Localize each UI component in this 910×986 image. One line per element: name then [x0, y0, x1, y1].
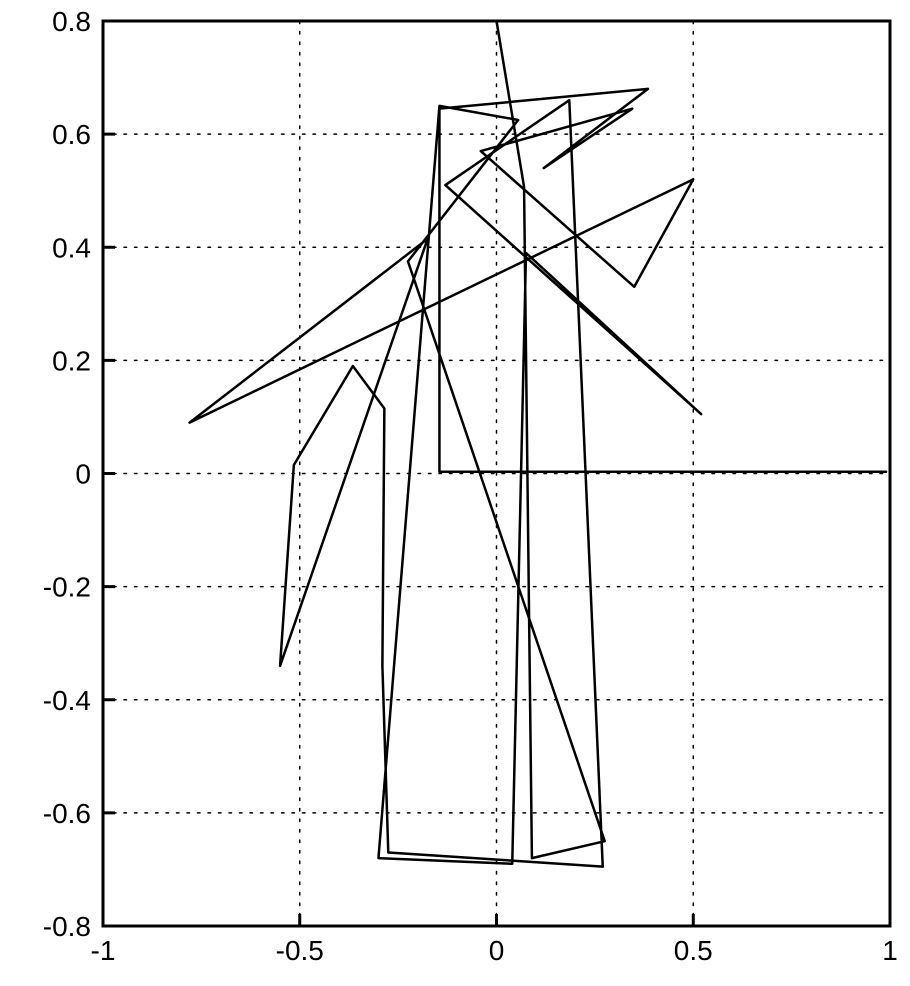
- y-tick-label: -0.4: [43, 685, 91, 716]
- x-tick-label: 0.5: [674, 935, 713, 966]
- y-tick-label: 0: [75, 459, 91, 490]
- y-tick-label: 0.8: [52, 6, 91, 37]
- x-tick-label: 1: [882, 935, 898, 966]
- y-tick-label: 0.6: [52, 119, 91, 150]
- y-tick-label: -0.6: [43, 798, 91, 829]
- y-tick-label: -0.2: [43, 572, 91, 603]
- line-chart: -1 -0.5 0 0.5 1 -0.8 -0.6 -0.4 -0.2 0 0.2 0.4 0.6 0.8: [0, 0, 910, 986]
- y-tick-label: -0.8: [43, 911, 91, 942]
- chart-container: -1 -0.5 0 0.5 1 -0.8 -0.6 -0.4 -0.2 0 0.2 0.4 0.6 0.8: [0, 0, 910, 986]
- y-tick-label: 0.4: [52, 232, 91, 263]
- x-tick-label: 0: [489, 935, 505, 966]
- y-tick-label: 0.2: [52, 345, 91, 376]
- x-tick-label: -1: [91, 935, 116, 966]
- x-tick-label: -0.5: [276, 935, 324, 966]
